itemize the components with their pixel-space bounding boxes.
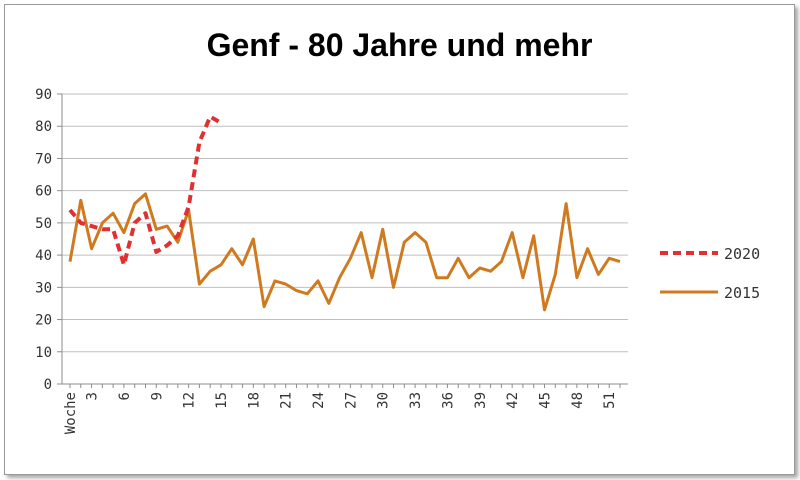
x-tick-label: 48 bbox=[570, 392, 586, 409]
legend-label-2015: 2015 bbox=[724, 284, 760, 302]
y-tick-label: 80 bbox=[35, 119, 52, 135]
series-line-2015 bbox=[68, 192, 621, 312]
x-tick-label: 33 bbox=[408, 392, 424, 409]
y-tick-label: 50 bbox=[35, 216, 52, 232]
y-tick-label: 30 bbox=[35, 280, 52, 296]
x-tick-label: 42 bbox=[505, 392, 521, 409]
y-tick-label: 0 bbox=[44, 377, 52, 393]
y-tick-label: 70 bbox=[35, 151, 52, 167]
series-line-2020 bbox=[68, 114, 223, 267]
x-tick-label: 6 bbox=[117, 392, 133, 400]
x-tick-label: 24 bbox=[311, 392, 327, 409]
x-tick-label: 30 bbox=[376, 392, 392, 409]
y-tick-label: 60 bbox=[35, 184, 52, 200]
y-tick-label: 20 bbox=[35, 313, 52, 329]
x-tick-label: 27 bbox=[343, 392, 359, 409]
x-tick-label: 15 bbox=[214, 392, 230, 409]
chart-title: Genf - 80 Jahre und mehr bbox=[206, 27, 593, 63]
x-tick-label: 3 bbox=[85, 392, 101, 400]
chart-frame: Genf - 80 Jahre und mehr bbox=[4, 4, 795, 475]
x-tick-label: 39 bbox=[473, 392, 489, 409]
x-tick-label: 9 bbox=[149, 392, 165, 400]
x-tick-label-first: Woche bbox=[63, 392, 79, 434]
x-tick-label: 18 bbox=[246, 392, 262, 409]
x-tick-label: 36 bbox=[440, 392, 456, 409]
y-tick-label: 10 bbox=[35, 345, 52, 361]
x-tick-label: 21 bbox=[279, 392, 295, 409]
x-tick-label: 45 bbox=[538, 392, 554, 409]
x-tick-label: 51 bbox=[602, 392, 618, 409]
x-tick-label: 12 bbox=[182, 392, 198, 409]
y-tick-label: 90 bbox=[35, 87, 52, 103]
legend-label-2020: 2020 bbox=[724, 245, 760, 263]
y-tick-label: 40 bbox=[35, 248, 52, 264]
